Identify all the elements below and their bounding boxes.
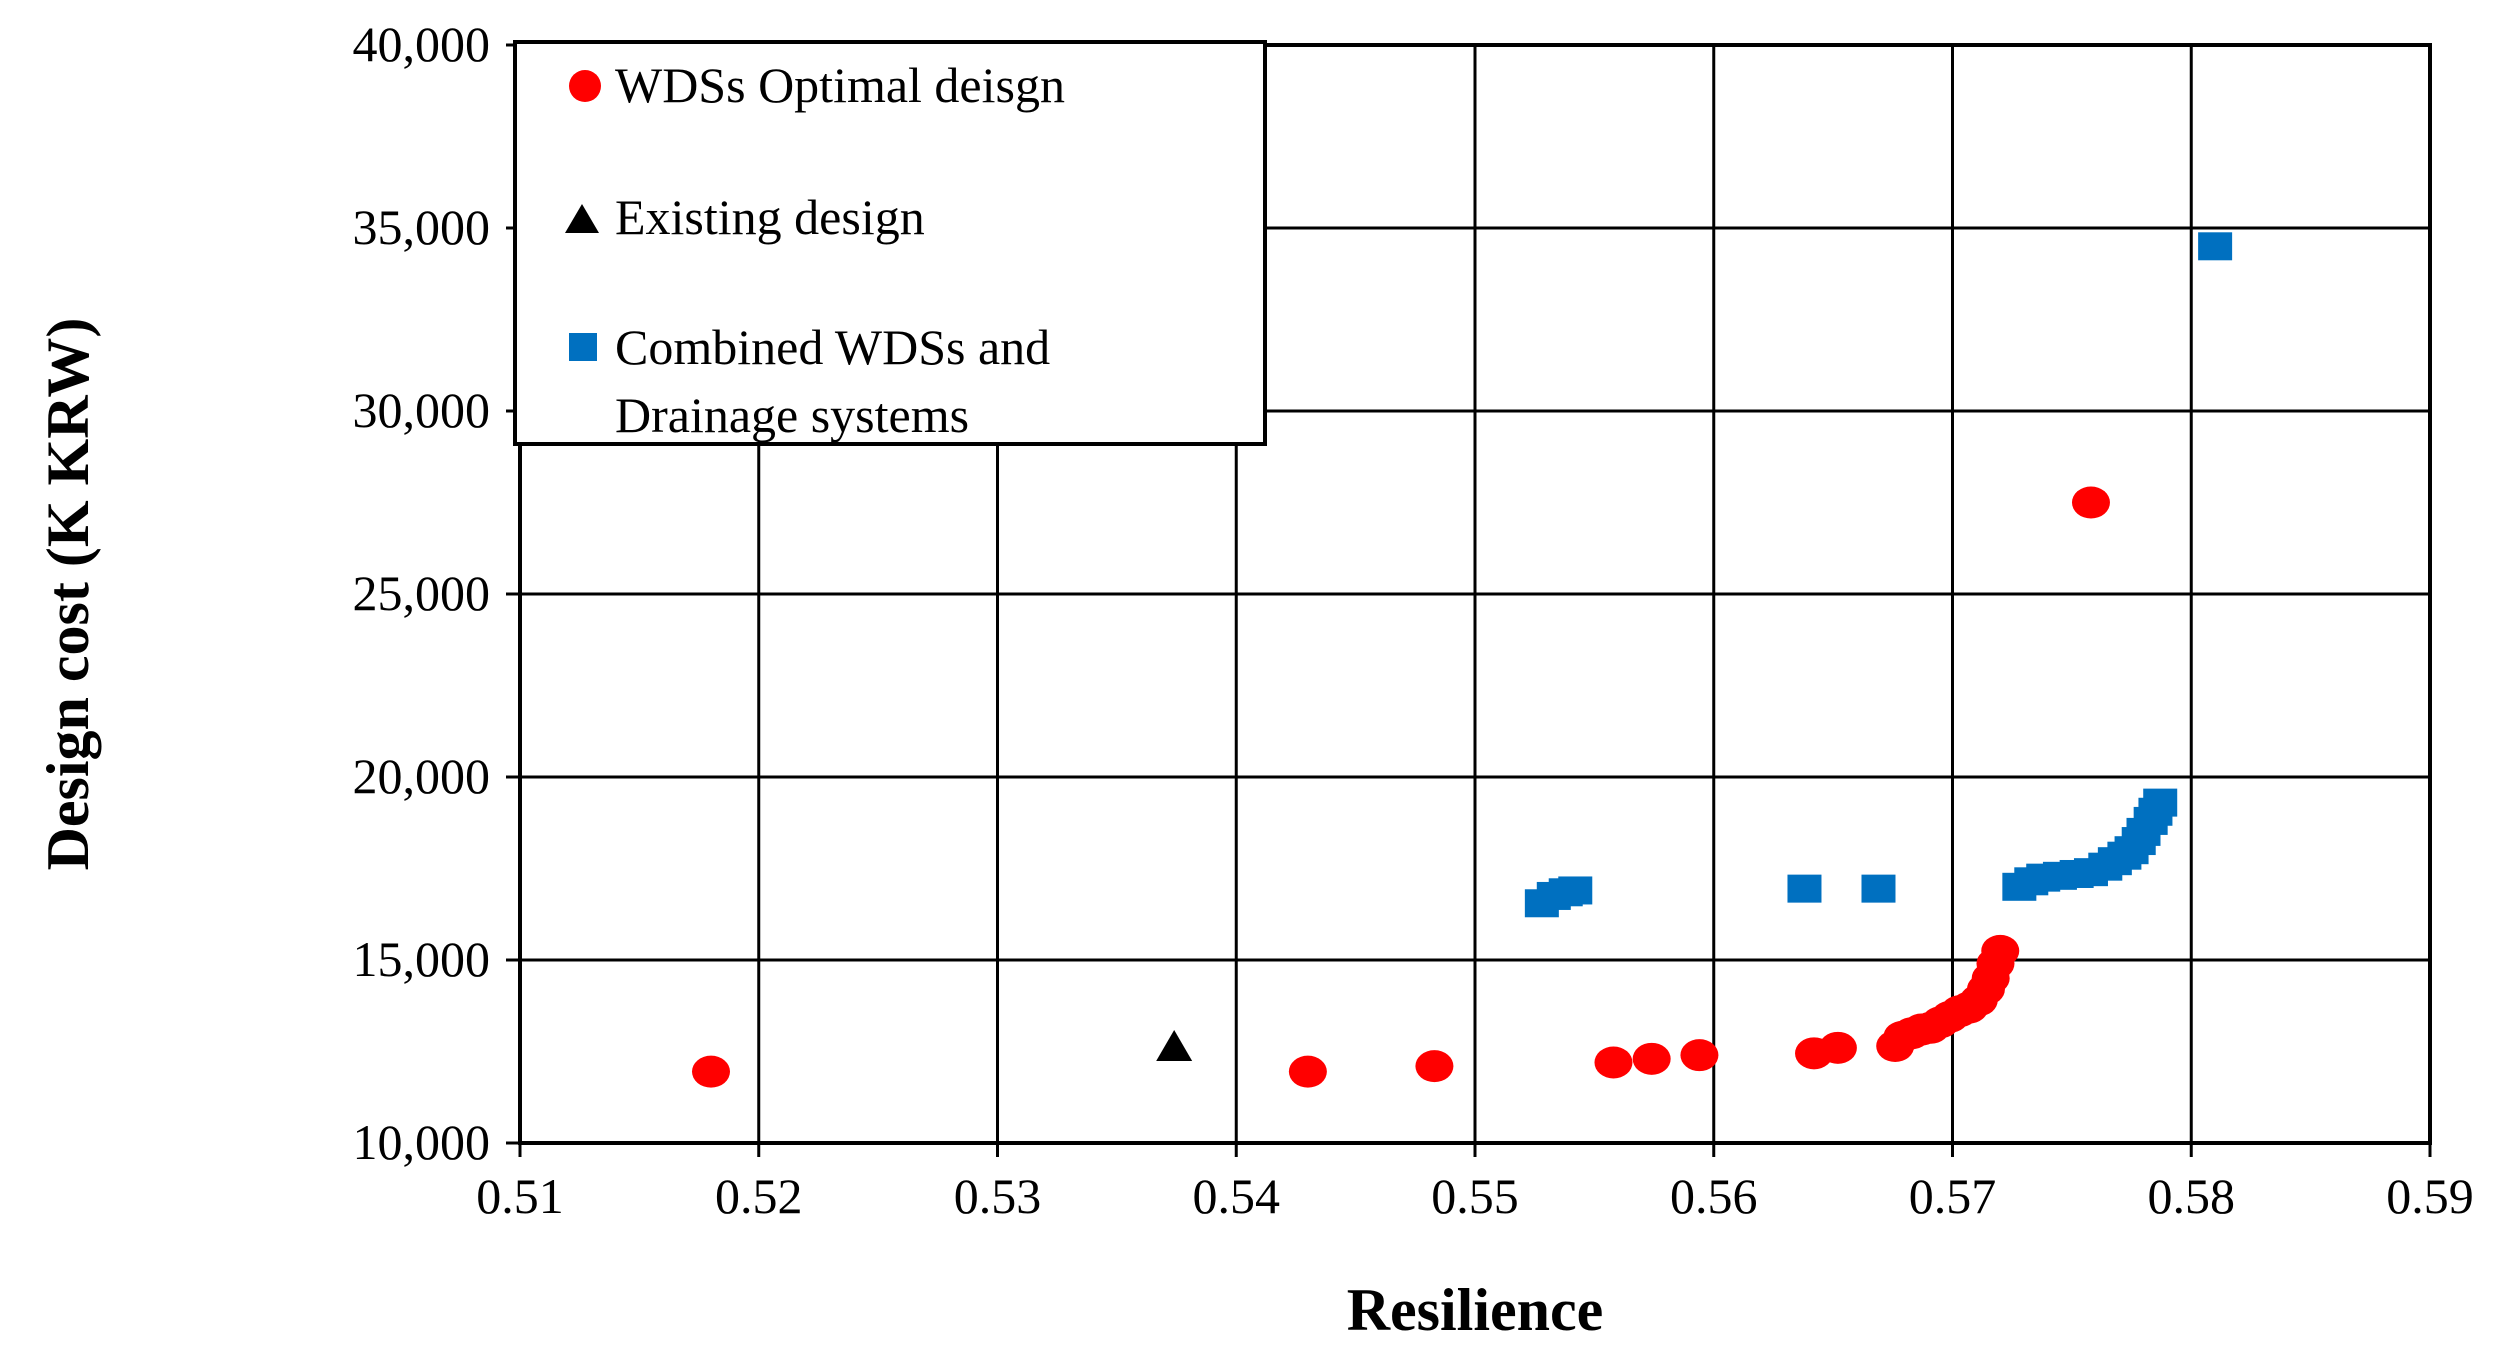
x-tick-label: 0.57 [1909, 1168, 1997, 1224]
x-tick-label: 0.58 [2148, 1168, 2236, 1224]
existing-design-point [1156, 1030, 1193, 1062]
y-tick-label: 40,000 [353, 16, 491, 72]
x-tick-label: 0.51 [476, 1168, 564, 1224]
y-tick-label: 30,000 [353, 382, 491, 438]
data-points [692, 232, 2233, 1088]
wdss-optimal-point [1981, 934, 2020, 967]
wdss-optimal-point [1680, 1039, 1719, 1072]
legend-label-existing: Existing design [615, 189, 925, 245]
wdss-optimal-point [1818, 1031, 1857, 1064]
wdss-optimal-point [1632, 1042, 1671, 1075]
legend-label-combined-line1: Combined WDSs and [615, 319, 1050, 375]
x-tick-label: 0.53 [954, 1168, 1042, 1224]
combined-system-point [1861, 874, 1896, 903]
y-tick-label: 10,000 [353, 1114, 491, 1170]
y-tick-label: 20,000 [353, 748, 491, 804]
x-tick-label: 0.54 [1193, 1168, 1281, 1224]
wdss-optimal-point [1415, 1050, 1454, 1083]
y-tick-label: 15,000 [353, 931, 491, 987]
x-tick-label: 0.59 [2386, 1168, 2474, 1224]
wdss-optimal-point [1594, 1046, 1633, 1079]
legend: WDSs Optimal deisgn Existing design Comb… [513, 40, 1267, 446]
y-tick-label: 25,000 [353, 565, 491, 621]
legend-box [513, 40, 1267, 446]
wdss-optimal-point [692, 1055, 730, 1088]
combined-system-point [1787, 874, 1822, 903]
x-tick-label: 0.55 [1431, 1168, 1519, 1224]
combined-system-point [1558, 876, 1593, 905]
legend-triangle-icon [565, 204, 599, 233]
wdss-optimal-point [1288, 1055, 1327, 1088]
legend-circle-icon [569, 70, 601, 102]
y-tick-label: 35,000 [353, 199, 491, 255]
wdss-optimal-point [2071, 486, 2110, 519]
legend-label-wdss: WDSs Optimal deisgn [615, 57, 1065, 113]
tick-labels: 0.51 0.52 0.53 0.54 0.55 0.56 0.57 0.58 0.59 10,0… [353, 16, 2474, 1224]
legend-square-icon [569, 333, 597, 361]
x-tick-label: 0.52 [715, 1168, 803, 1224]
combined-system-point [2198, 232, 2233, 261]
x-axis-title: Resilience [1347, 1277, 1604, 1343]
y-axis-title: Design cost (K KRW) [35, 318, 101, 871]
legend-label-combined-line2: Drainage systems [615, 387, 969, 443]
combined-system-point [2143, 788, 2178, 817]
x-tick-label: 0.56 [1670, 1168, 1758, 1224]
